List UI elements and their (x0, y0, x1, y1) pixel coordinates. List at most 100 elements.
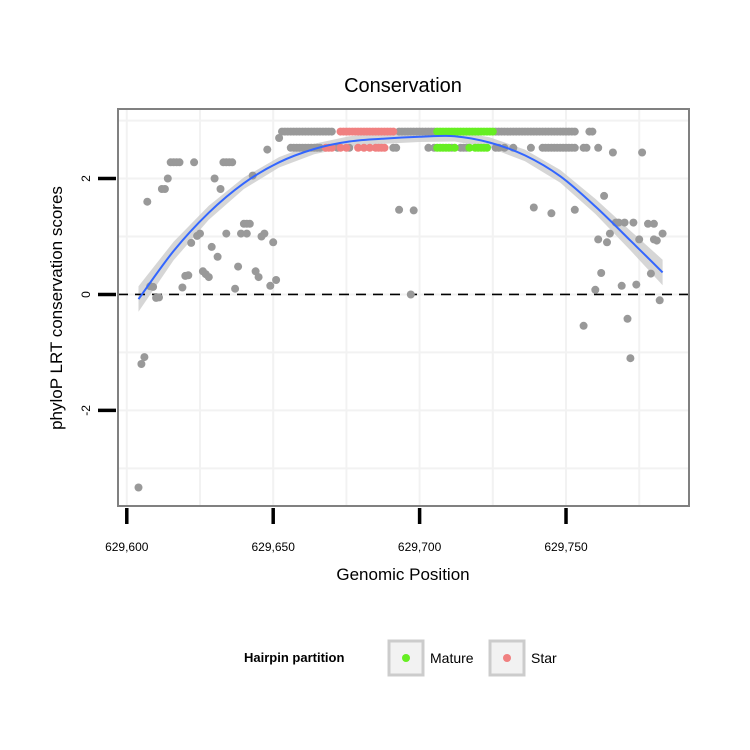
data-point-mature (483, 143, 491, 152)
y-axis-title: phyloP LRT conservation scores (47, 186, 66, 430)
data-point-other (623, 314, 632, 323)
y-tick-label: -2 (79, 405, 93, 416)
legend-entry-star: Star (488, 639, 557, 677)
data-point-other (392, 143, 401, 152)
data-point-other (175, 158, 184, 167)
data-point-other (620, 218, 629, 227)
data-point-other (570, 205, 579, 214)
data-point-star (360, 143, 368, 152)
y-tick-label: 2 (79, 175, 93, 182)
data-point-other (658, 229, 667, 238)
data-point-other (178, 283, 187, 292)
data-point-other (594, 235, 603, 244)
data-point-other (608, 148, 617, 157)
data-point-other (210, 174, 219, 183)
data-point-other (263, 145, 272, 154)
data-point-other (134, 483, 143, 492)
data-point-other (655, 296, 664, 305)
x-axis-title: Genomic Position (336, 565, 469, 584)
data-point-other (327, 127, 336, 136)
data-point-other (228, 158, 237, 167)
data-point-other (269, 238, 278, 247)
data-point-star (336, 143, 345, 152)
data-point-other (184, 271, 193, 280)
data-point-other (242, 229, 251, 238)
data-point-mature (465, 143, 474, 152)
data-point-other (579, 321, 588, 330)
data-point-other (213, 252, 222, 261)
legend-dot-mature (402, 654, 410, 662)
data-point-other (529, 203, 538, 212)
legend-entry-mature: Mature (387, 639, 474, 677)
data-point-other (526, 143, 535, 152)
data-point-other (222, 229, 231, 238)
x-axis: 629,600 629,650 629,700 629,750 (105, 508, 588, 554)
data-point-other (272, 276, 281, 284)
data-point-other (260, 229, 269, 238)
data-point-other (234, 262, 243, 271)
data-point-other (204, 273, 213, 282)
points-star (321, 127, 398, 152)
data-point-other (626, 354, 635, 363)
data-point-other (605, 229, 614, 238)
data-point-other (187, 238, 196, 247)
data-point-other (160, 185, 169, 193)
data-point-other (547, 209, 556, 218)
data-point-other (652, 236, 661, 245)
points-mature (433, 127, 497, 152)
data-point-other (245, 219, 254, 228)
plot-panel-border (117, 108, 690, 507)
data-point-other (649, 219, 658, 228)
data-point-other (588, 127, 597, 136)
legend-label-star: Star (531, 650, 557, 666)
data-point-other (644, 219, 652, 228)
x-tick-label: 629,750 (544, 540, 588, 554)
data-point-other (163, 174, 172, 183)
data-point-other (646, 269, 655, 278)
data-point-other (597, 269, 606, 277)
x-tick-label: 629,650 (251, 540, 295, 554)
data-point-other (137, 360, 146, 368)
legend-dot-star (503, 654, 511, 662)
y-axis: -2 0 2 (79, 175, 116, 416)
fit-curve-layer (137, 134, 664, 300)
data-point-other (406, 290, 415, 299)
data-point-other (635, 235, 644, 244)
data-point-other (632, 280, 641, 289)
loess-fit-line (137, 134, 664, 300)
x-tick-label: 629,600 (105, 540, 149, 554)
data-point-other (207, 242, 216, 251)
data-point-star (389, 127, 398, 136)
legend-key-star (488, 639, 526, 677)
data-point-mature (444, 143, 453, 152)
data-point-other (617, 281, 626, 290)
data-point-other (254, 273, 263, 282)
data-point-other (140, 353, 149, 362)
data-point-star (342, 143, 351, 152)
data-point-other (424, 143, 433, 152)
data-point-star (380, 143, 389, 152)
data-point-other (570, 127, 579, 136)
legend-title: Hairpin partition (244, 650, 344, 665)
data-point-other (629, 218, 638, 227)
data-point-other (275, 134, 284, 142)
grid-lines (118, 109, 689, 506)
data-point-other (600, 191, 609, 200)
plot-panel-background (118, 109, 689, 506)
data-point-other (614, 218, 623, 227)
plot-panel (118, 109, 689, 506)
data-point-other (143, 197, 152, 206)
legend: Hairpin partition Mature Star (244, 639, 557, 677)
data-point-other (237, 229, 245, 238)
data-point-other (638, 148, 647, 157)
data-point-other (266, 281, 275, 290)
data-point-other (196, 229, 204, 238)
data-point-other (570, 143, 579, 152)
data-point-other (582, 143, 591, 152)
data-point-other (216, 185, 225, 193)
data-point-other (190, 158, 199, 167)
data-point-other (149, 282, 158, 291)
x-tick-label: 629,700 (398, 540, 442, 554)
data-point-other (395, 205, 404, 214)
